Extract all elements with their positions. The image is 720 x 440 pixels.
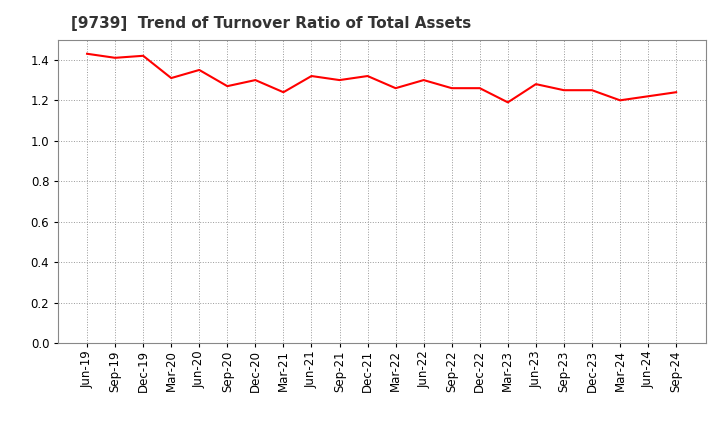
Text: [9739]  Trend of Turnover Ratio of Total Assets: [9739] Trend of Turnover Ratio of Total … [71,16,471,32]
